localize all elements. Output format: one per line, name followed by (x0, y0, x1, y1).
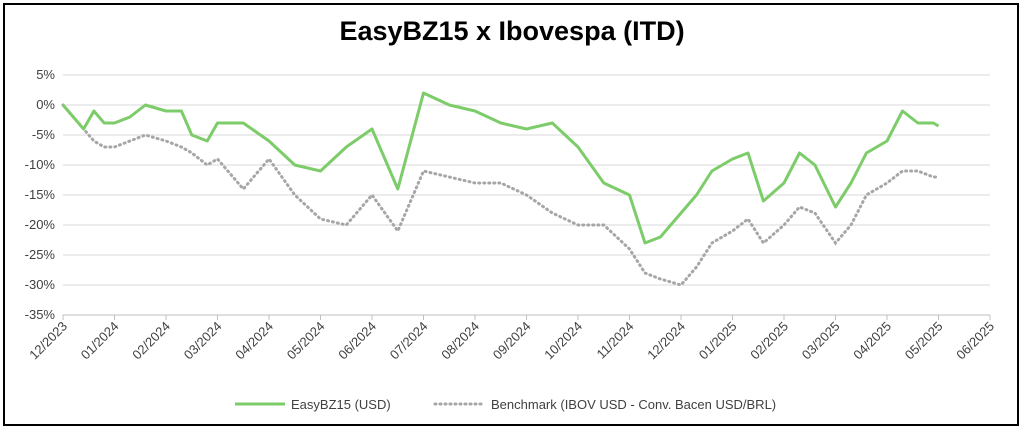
y-tick-label: 0% (36, 97, 55, 112)
y-axis-ticks: 5% 0% -5% -10% -15% -20% -25% -30% -35% (25, 67, 56, 322)
gridlines (63, 74, 990, 316)
x-tick-label: 10/2024 (541, 319, 585, 363)
x-tick-label: 06/2024 (335, 319, 379, 363)
y-tick-label: -5% (32, 127, 56, 142)
x-tick-label: 05/2025 (902, 319, 946, 363)
x-tick-label: 09/2024 (490, 319, 534, 363)
x-axis-ticks: 12/2023 01/2024 02/2024 03/2024 04/2024 05/20… (26, 315, 997, 362)
legend-benchmark-label: Benchmark (IBOV USD - Conv. Bacen USD/BR… (491, 397, 776, 412)
legend-easybz15-label: EasyBZ15 (USD) (291, 397, 391, 412)
x-tick-label: 04/2024 (232, 319, 276, 363)
x-tick-label: 02/2025 (747, 319, 791, 363)
x-tick-label: 08/2024 (438, 319, 482, 363)
x-tick-label: 07/2024 (387, 319, 431, 363)
y-tick-label: 5% (36, 67, 55, 82)
series-benchmark-line (61, 103, 940, 287)
x-tick-label: 04/2025 (850, 319, 894, 363)
x-tick-label: 03/2024 (181, 319, 225, 363)
x-tick-label: 01/2025 (696, 319, 740, 363)
y-tick-label: -30% (25, 277, 56, 292)
x-tick-label: 06/2025 (953, 319, 997, 363)
chart-frame (3, 3, 1019, 426)
y-tick-label: -10% (25, 157, 56, 172)
y-tick-label: -20% (25, 217, 56, 232)
y-tick-label: -25% (25, 247, 56, 262)
y-tick-label: -15% (25, 187, 56, 202)
x-tick-label: 11/2024 (593, 319, 636, 362)
x-tick-label: 02/2024 (129, 319, 173, 363)
x-tick-label: 12/2023 (26, 319, 70, 363)
legend: EasyBZ15 (USD) Benchmark (IBOV USD - Con… (235, 397, 776, 412)
series-lines (61, 91, 940, 287)
chart-title: EasyBZ15 x Ibovespa (ITD) (339, 16, 685, 46)
x-tick-label: 01/2024 (78, 319, 122, 363)
x-tick-label: 05/2024 (284, 319, 328, 363)
series-easybz15-line (61, 91, 940, 245)
y-tick-label: -35% (25, 307, 56, 322)
x-tick-label: 12/2024 (644, 319, 688, 363)
x-tick-label: 03/2025 (799, 319, 843, 363)
